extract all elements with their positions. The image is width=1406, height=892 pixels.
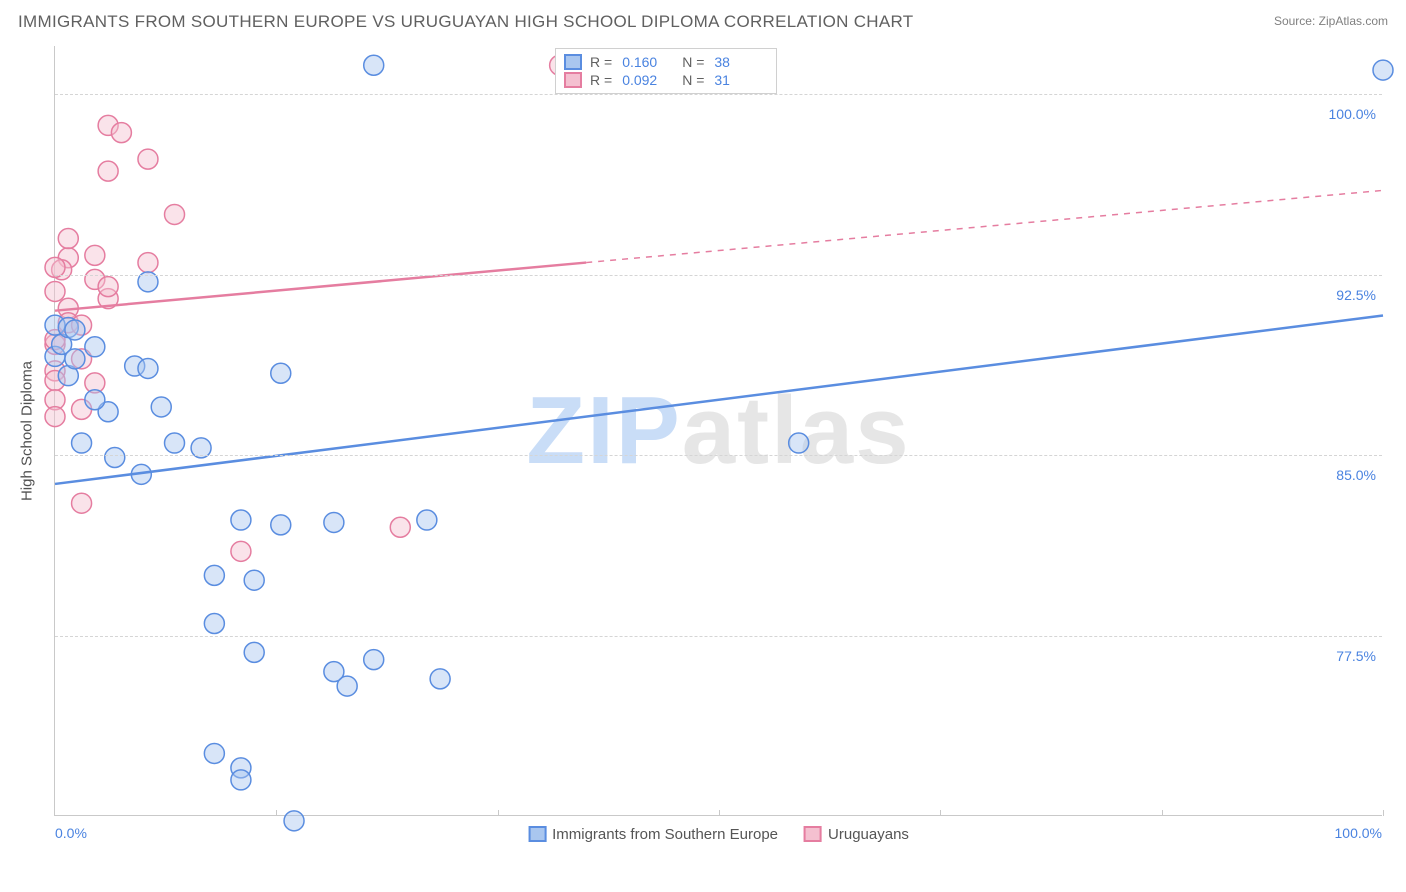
data-point-a — [789, 433, 809, 453]
data-point-a — [417, 510, 437, 530]
n-label: N = — [682, 54, 704, 70]
gridline-h — [55, 636, 1382, 637]
r-value-a: 0.160 — [622, 54, 674, 70]
trend-line-b — [55, 263, 586, 311]
legend-swatch-b-bottom — [804, 826, 822, 842]
data-point-b — [390, 517, 410, 537]
data-point-b — [138, 253, 158, 273]
chart-title: IMMIGRANTS FROM SOUTHERN EUROPE VS URUGU… — [18, 12, 913, 32]
data-point-b — [98, 161, 118, 181]
trend-line-a — [55, 316, 1383, 484]
data-point-a — [324, 512, 344, 532]
correlation-legend: R = 0.160 N = 38 R = 0.092 N = 31 — [555, 48, 777, 94]
chart-header: IMMIGRANTS FROM SOUTHERN EUROPE VS URUGU… — [12, 12, 1394, 36]
data-point-a — [271, 515, 291, 535]
legend-row-b: R = 0.092 N = 31 — [564, 71, 766, 89]
data-point-b — [165, 204, 185, 224]
data-point-a — [72, 433, 92, 453]
data-point-b — [58, 229, 78, 249]
data-point-a — [284, 811, 304, 831]
data-point-a — [231, 770, 251, 790]
legend-swatch-a — [564, 54, 582, 70]
source-label: Source: ZipAtlas.com — [1274, 12, 1388, 28]
trend-line-b-extrapolated — [586, 190, 1383, 262]
x-axis-max-label: 100.0% — [1335, 825, 1382, 841]
data-point-a — [430, 669, 450, 689]
y-tick-label: 92.5% — [1336, 287, 1376, 303]
data-point-b — [72, 493, 92, 513]
data-point-b — [45, 281, 65, 301]
data-point-a — [85, 390, 105, 410]
y-tick-label: 77.5% — [1336, 648, 1376, 664]
data-point-a — [364, 650, 384, 670]
legend-swatch-a-bottom — [528, 826, 546, 842]
legend-label-b: Uruguayans — [828, 826, 909, 843]
data-point-a — [204, 614, 224, 634]
data-point-a — [244, 642, 264, 662]
data-point-a — [151, 397, 171, 417]
data-point-a — [138, 358, 158, 378]
gridline-h — [55, 94, 1382, 95]
legend-item-a: Immigrants from Southern Europe — [528, 826, 778, 843]
data-point-a — [105, 447, 125, 467]
n-value-b: 31 — [714, 72, 766, 88]
gridline-h — [55, 275, 1382, 276]
data-point-b — [45, 407, 65, 427]
data-point-a — [231, 510, 251, 530]
data-point-a — [65, 349, 85, 369]
data-point-a — [204, 743, 224, 763]
x-tick — [1162, 810, 1163, 816]
x-axis-min-label: 0.0% — [55, 825, 87, 841]
series-legend: Immigrants from Southern Europe Uruguaya… — [528, 826, 909, 843]
data-point-a — [337, 676, 357, 696]
gridline-h — [55, 455, 1382, 456]
data-point-a — [364, 55, 384, 75]
data-point-a — [165, 433, 185, 453]
legend-swatch-b — [564, 72, 582, 88]
data-point-b — [138, 149, 158, 169]
data-point-b — [98, 277, 118, 297]
data-point-a — [244, 570, 264, 590]
y-tick-label: 85.0% — [1336, 467, 1376, 483]
data-point-a — [204, 565, 224, 585]
data-point-a — [271, 363, 291, 383]
chart-svg — [55, 46, 1382, 815]
x-tick — [498, 810, 499, 816]
data-point-b — [111, 123, 131, 143]
data-point-b — [85, 245, 105, 265]
plot-area: ZIPatlas High School Diploma R = 0.160 N… — [54, 46, 1382, 816]
y-tick-label: 100.0% — [1329, 106, 1376, 122]
r-value-b: 0.092 — [622, 72, 674, 88]
x-tick — [719, 810, 720, 816]
r-label: R = — [590, 54, 612, 70]
x-tick — [940, 810, 941, 816]
x-tick — [1383, 810, 1384, 816]
r-label: R = — [590, 72, 612, 88]
data-point-a — [85, 337, 105, 357]
legend-label-a: Immigrants from Southern Europe — [552, 826, 778, 843]
x-tick — [276, 810, 277, 816]
legend-item-b: Uruguayans — [804, 826, 909, 843]
n-label: N = — [682, 72, 704, 88]
data-point-a — [65, 320, 85, 340]
data-point-b — [231, 541, 251, 561]
legend-row-a: R = 0.160 N = 38 — [564, 53, 766, 71]
n-value-a: 38 — [714, 54, 766, 70]
chart-container: IMMIGRANTS FROM SOUTHERN EUROPE VS URUGU… — [12, 12, 1394, 886]
data-point-a — [1373, 60, 1393, 80]
y-axis-title: High School Diploma — [19, 360, 36, 500]
